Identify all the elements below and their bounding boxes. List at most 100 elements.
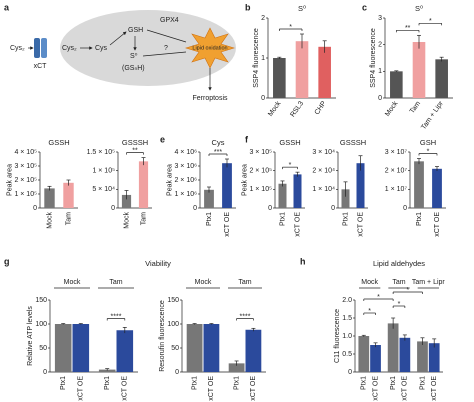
chart-title: GSSSH [122,138,148,147]
significance-label: * [289,24,292,31]
label: Cys₂ [10,45,25,52]
significance-label: * [398,301,401,308]
bar [72,324,90,372]
y-tick-label: 0 [33,205,37,212]
bar [435,59,448,98]
y-tick-label: 100 [35,321,47,328]
y-tick-label: 0 [348,369,352,376]
x-tick-label: xCT OE [431,376,438,401]
y-tick-label: 1 × 10⁶ [174,191,197,198]
y-tick-label: 0.5 [342,351,352,358]
x-tick-label: Tam [409,100,422,115]
y-tick-label: 3 [378,15,382,22]
group-label: Mock [361,279,378,286]
panel-label: e [160,134,165,144]
x-tick-label: Ptx1 [60,376,67,390]
x-tick-label: Ptx1 [233,376,240,390]
x-tick-label: Ptx1 [361,376,368,390]
x-tick-label: Ptx1 [419,376,426,390]
panel-label: a [4,2,10,12]
y-tick-label: 1 × 10⁴ [312,186,335,193]
y-tick-label: 0 [261,95,265,102]
bar [318,46,331,98]
x-tick-label: Ptx1 [279,212,286,226]
bar [428,343,440,372]
y-axis-label: Peak area [166,164,173,196]
y-tick-label: 2 × 10⁷ [385,168,408,175]
chart-title: Lipid aldehydes [373,259,425,268]
chart-title: Cys [212,138,225,147]
label: xCT [34,63,48,70]
x-tick-label: Mock [123,212,130,229]
y-tick-label: 0 [331,205,335,212]
y-tick-label: 2 × 10⁴ [312,168,335,175]
inhibition [146,29,187,43]
arrow [109,31,127,46]
bar [358,336,370,372]
y-tick-label: 5 × 10⁴ [92,186,115,193]
x-tick-label: Tam + Lipr [420,100,445,131]
bar [370,345,381,372]
bar [222,163,232,208]
cell [60,10,236,86]
y-tick-label: 0 [403,205,407,212]
label: S⁰ [130,52,138,60]
y-tick-label: 0 [43,369,47,376]
label: ? [164,45,168,52]
bar [228,363,245,372]
x-tick-label: xCT OE [78,376,85,401]
bar [186,324,203,372]
y-axis-label: C11 fluorescence [334,309,341,363]
inhibition [142,51,187,57]
bar [44,188,55,208]
y-tick-label: 2 [378,42,382,49]
significance-label: **** [240,313,251,320]
chart-title: GSSH [279,138,300,147]
group-label: Tam [392,279,405,286]
y-tick-label: 4 × 10⁶ [174,149,197,156]
bar [204,189,214,208]
x-tick-label: Ptx1 [390,376,397,390]
bar [414,161,424,208]
bar [63,182,74,208]
significance-label: * [406,287,409,294]
y-tick-label: 0 [111,205,115,212]
x-tick-label: xCT OE [434,212,441,237]
chart-title: GSSSH [340,138,366,147]
label: Cys [95,45,108,52]
significance-label: * [427,148,430,155]
bar [98,369,116,372]
y-tick-label: 50 [171,345,179,352]
bar [356,163,365,208]
y-tick-label: 0 [378,95,382,102]
panel-label: g [4,256,10,266]
chart-title: GSH [420,138,436,147]
chart-title: Viability [145,259,171,268]
x-tick-label: Mock [267,100,283,118]
y-tick-label: 1.5 × 10⁵ [87,149,115,156]
x-tick-label: Ptx1 [191,376,198,390]
label: Lipid oxidation [192,45,227,51]
x-tick-label: Ptx1 [342,212,349,226]
y-tick-label: 100 [167,321,179,328]
y-axis-label: SSP4 fluorescence [370,28,377,88]
y-axis-label: SSP4 fluorescence [253,28,260,88]
x-tick-label: CHP [314,100,328,116]
x-tick-label: xCT OE [402,376,409,401]
panel-label: c [362,2,367,12]
significance-label: **** [111,313,122,320]
y-tick-label: 3 × 10⁶ [174,163,197,170]
y-tick-label: 2 × 10⁵ [14,177,37,184]
y-tick-label: 3 × 10⁷ [385,149,408,156]
y-axis-label: Resorufin fluorescence [159,300,166,372]
bar [293,174,302,208]
bar [390,71,403,98]
label: Ferroptosis [192,95,228,102]
bar [387,323,399,372]
y-axis-label: Relative ATP levels [27,306,34,366]
label: Cys₂ [62,45,77,52]
y-tick-label: 0 [193,205,197,212]
x-tick-label: xCT OE [224,212,231,237]
